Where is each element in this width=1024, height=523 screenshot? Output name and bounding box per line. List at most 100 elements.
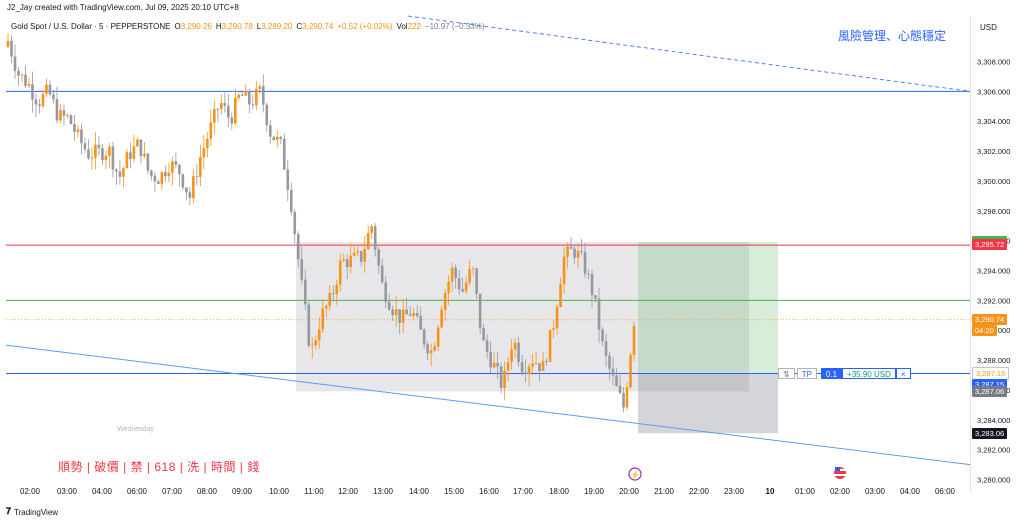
candle-body bbox=[317, 329, 321, 341]
candle-body bbox=[622, 392, 625, 408]
time-tick-label: 11:00 bbox=[304, 487, 324, 496]
candle-body bbox=[398, 309, 401, 323]
candle-body bbox=[216, 109, 220, 110]
time-tick-label: 04:00 bbox=[900, 487, 921, 496]
candle-body bbox=[202, 148, 206, 158]
candle-body bbox=[230, 117, 234, 124]
candle-body bbox=[538, 363, 541, 371]
candle-body bbox=[531, 363, 534, 367]
time-tick-label: 10:00 bbox=[269, 487, 290, 496]
time-tick-label: 18:00 bbox=[549, 487, 570, 496]
candle-body bbox=[380, 265, 384, 283]
candle-body bbox=[356, 251, 360, 253]
price-axis-label: 3,287.06 bbox=[972, 385, 1008, 397]
close-label: C3,290.74 bbox=[296, 22, 334, 31]
candle-body bbox=[534, 363, 538, 364]
candle-body bbox=[573, 248, 576, 258]
candle-body bbox=[468, 269, 471, 283]
day-watermark: Wednesday bbox=[117, 426, 154, 433]
candle-body bbox=[492, 362, 496, 368]
candle-body bbox=[244, 91, 248, 96]
upper-trendline bbox=[407, 15, 971, 92]
candle-body bbox=[20, 74, 24, 76]
price-axis-label: 3,283.06 bbox=[972, 428, 1008, 440]
candle-body bbox=[629, 354, 632, 388]
candle-body bbox=[223, 103, 227, 106]
chart-credit: J2_Jay created with TradingView.com, Jul… bbox=[7, 3, 239, 12]
candle-body bbox=[300, 259, 304, 280]
candle-body bbox=[433, 346, 436, 351]
candle-body bbox=[475, 268, 478, 294]
lower-trendline bbox=[5, 344, 971, 466]
candle-body bbox=[136, 139, 139, 147]
candle-body bbox=[324, 305, 328, 309]
candle-body bbox=[153, 175, 157, 182]
candle-body bbox=[101, 148, 104, 161]
position-qty[interactable]: 0.1 bbox=[820, 368, 843, 379]
candle-body bbox=[94, 144, 97, 158]
candle-body bbox=[366, 232, 370, 249]
candle-body bbox=[272, 136, 276, 141]
candle-body bbox=[258, 86, 262, 89]
candle-body bbox=[185, 187, 188, 193]
candle-body bbox=[545, 360, 548, 362]
flag-stripe bbox=[834, 474, 846, 476]
candle-body bbox=[440, 309, 443, 328]
currency-label[interactable]: USD bbox=[980, 23, 997, 32]
symbol-name[interactable]: Gold Spot / U.S. Dollar · 5 · PEPPERSTON… bbox=[11, 22, 171, 31]
candle-body bbox=[429, 350, 433, 354]
tp-button[interactable]: TP bbox=[796, 368, 817, 379]
time-tick-label: 04:00 bbox=[92, 487, 113, 496]
candle-body bbox=[601, 329, 604, 342]
candle-body bbox=[307, 304, 311, 346]
lightning-event-glyph: ⚡ bbox=[630, 470, 640, 480]
close-position-button[interactable]: × bbox=[895, 368, 911, 379]
volume-delta: −10.97 (−0.33%) bbox=[424, 22, 485, 31]
time-tick-label: 01:00 bbox=[795, 487, 816, 496]
candle-body bbox=[503, 370, 506, 388]
candle-body bbox=[188, 192, 192, 198]
candle-body bbox=[213, 109, 216, 123]
price-tick-label: 3,282.000 bbox=[977, 446, 1010, 455]
candle-body bbox=[527, 366, 531, 375]
candle-body bbox=[555, 307, 559, 329]
rules-note[interactable]: 順勢 | 破價 | 禁 | 618 | 洗 | 時間 | 錢 bbox=[58, 460, 260, 474]
candle-body bbox=[576, 251, 580, 258]
candle-body bbox=[220, 103, 223, 110]
candle-body bbox=[608, 355, 611, 369]
candle-body bbox=[447, 281, 450, 294]
candle-body bbox=[289, 189, 293, 212]
candle-body bbox=[125, 152, 129, 169]
candle-body bbox=[597, 298, 601, 330]
candle-body bbox=[167, 172, 171, 177]
price-tick-label: 3,298.000 bbox=[977, 207, 1010, 216]
risk-note[interactable]: 風險管理、心態穩定 bbox=[838, 29, 947, 43]
time-tick-label: 02:00 bbox=[20, 487, 41, 496]
tradingview-logo[interactable]: 𝟕 TradingView bbox=[6, 507, 59, 517]
candle-body bbox=[359, 251, 363, 262]
time-tick-label: 12:00 bbox=[338, 487, 359, 496]
candle-body bbox=[255, 88, 258, 106]
candle-body bbox=[615, 375, 618, 386]
price-tick-label: 3,306.000 bbox=[977, 87, 1010, 96]
flip-button[interactable]: ⇅ bbox=[778, 368, 795, 379]
candle-body bbox=[321, 308, 325, 330]
time-tick-label: 02:00 bbox=[830, 487, 851, 496]
candle-body bbox=[296, 234, 300, 260]
candle-body bbox=[146, 153, 150, 171]
candle-body bbox=[195, 176, 199, 177]
candle-body bbox=[303, 279, 307, 305]
candle-body bbox=[282, 138, 286, 170]
candle-body bbox=[97, 144, 101, 149]
position-toolbar[interactable]: ⇅ TP 0.1 +35.90 USD × bbox=[778, 368, 911, 379]
time-tick-label: 20:00 bbox=[619, 487, 640, 496]
candle-body bbox=[352, 252, 356, 256]
candle-body bbox=[454, 267, 457, 279]
candle-body bbox=[87, 149, 90, 159]
candle-body bbox=[471, 268, 475, 270]
candle-body bbox=[559, 284, 562, 308]
price-tick-label: 3,308.000 bbox=[977, 58, 1010, 67]
time-tick-label: 06:00 bbox=[127, 487, 148, 496]
candle-body bbox=[268, 125, 272, 137]
